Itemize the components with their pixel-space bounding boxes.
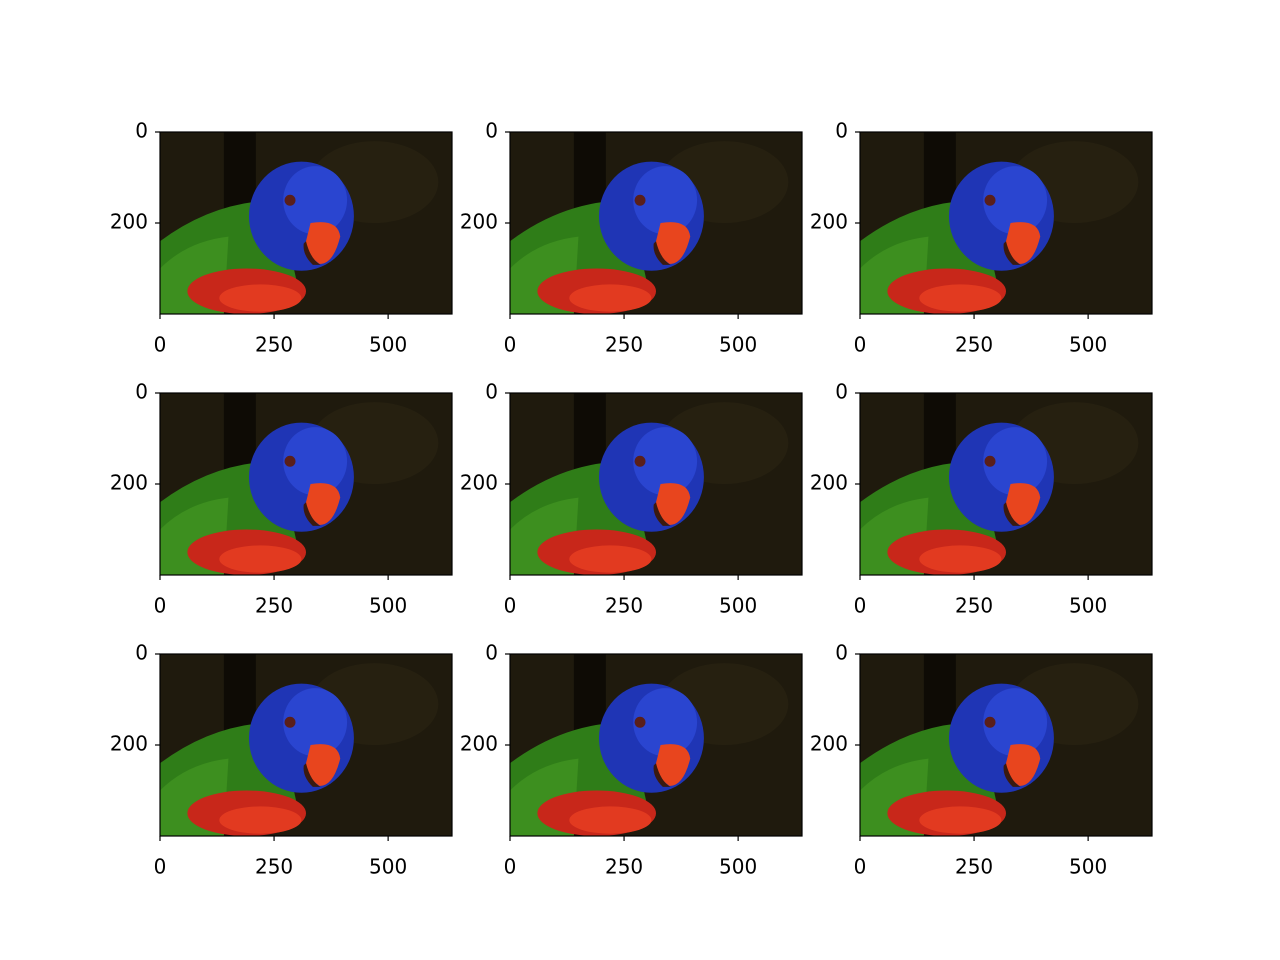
x-tick-label: 0 xyxy=(504,594,517,618)
x-tick-label: 250 xyxy=(605,594,643,618)
x-tick-label: 500 xyxy=(719,333,757,357)
subplot: 0 250 500 0 200 xyxy=(460,641,803,879)
image xyxy=(510,393,802,575)
image xyxy=(860,654,1152,836)
y-tick-label: 0 xyxy=(485,119,498,143)
y-tick-label: 0 xyxy=(135,641,148,665)
image xyxy=(160,654,452,836)
y-tick-label: 200 xyxy=(460,210,498,234)
y-tick-label: 200 xyxy=(810,732,848,756)
subplot: 0 250 500 0 200 xyxy=(110,380,453,618)
x-tick-label: 250 xyxy=(255,333,293,357)
x-tick-label: 500 xyxy=(719,594,757,618)
image xyxy=(160,132,452,314)
x-tick-label: 500 xyxy=(369,594,407,618)
y-tick-label: 0 xyxy=(485,641,498,665)
subplot: 0 250 500 0 200 xyxy=(460,380,803,618)
x-tick-label: 0 xyxy=(854,333,867,357)
y-tick-label: 200 xyxy=(460,732,498,756)
y-tick-label: 0 xyxy=(835,119,848,143)
subplot: 0 250 500 0 200 xyxy=(810,380,1153,618)
image xyxy=(510,132,802,314)
subplot: 0 250 500 0 200 xyxy=(810,641,1153,879)
x-tick-label: 500 xyxy=(369,855,407,879)
x-tick-label: 250 xyxy=(955,855,993,879)
subplot: 0 250 500 0 200 xyxy=(110,119,453,357)
subplot: 0 250 500 0 200 xyxy=(810,119,1153,357)
x-tick-label: 250 xyxy=(605,333,643,357)
y-tick-label: 0 xyxy=(485,380,498,404)
y-tick-label: 200 xyxy=(460,471,498,495)
y-tick-label: 200 xyxy=(810,210,848,234)
x-tick-label: 500 xyxy=(719,855,757,879)
y-tick-label: 0 xyxy=(135,380,148,404)
subplot: 0 250 500 0 200 xyxy=(110,641,453,879)
y-tick-label: 0 xyxy=(135,119,148,143)
x-tick-label: 0 xyxy=(854,855,867,879)
image xyxy=(860,393,1152,575)
x-tick-label: 0 xyxy=(154,594,167,618)
y-tick-label: 200 xyxy=(110,732,148,756)
x-tick-label: 0 xyxy=(154,855,167,879)
x-tick-label: 500 xyxy=(1069,333,1107,357)
y-tick-label: 200 xyxy=(110,210,148,234)
x-tick-label: 0 xyxy=(504,855,517,879)
subplot: 0 250 500 0 200 xyxy=(460,119,803,357)
x-tick-label: 0 xyxy=(154,333,167,357)
x-tick-label: 0 xyxy=(854,594,867,618)
y-tick-label: 0 xyxy=(835,380,848,404)
x-tick-label: 250 xyxy=(605,855,643,879)
y-tick-label: 200 xyxy=(810,471,848,495)
image xyxy=(860,132,1152,314)
x-tick-label: 250 xyxy=(955,594,993,618)
y-tick-label: 0 xyxy=(835,641,848,665)
image xyxy=(510,654,802,836)
x-tick-label: 250 xyxy=(255,594,293,618)
image xyxy=(160,393,452,575)
x-tick-label: 500 xyxy=(1069,855,1107,879)
x-tick-label: 250 xyxy=(255,855,293,879)
x-tick-label: 500 xyxy=(369,333,407,357)
x-tick-label: 500 xyxy=(1069,594,1107,618)
x-tick-label: 0 xyxy=(504,333,517,357)
y-tick-label: 200 xyxy=(110,471,148,495)
x-tick-label: 250 xyxy=(955,333,993,357)
